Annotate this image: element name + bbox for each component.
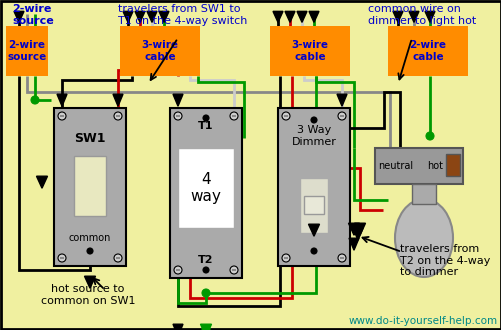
Text: travelers from
T2 on the 4-way
to dimmer: travelers from T2 on the 4-way to dimmer — [399, 244, 489, 277]
Polygon shape — [308, 224, 319, 236]
Polygon shape — [273, 11, 283, 22]
Polygon shape — [285, 11, 295, 22]
Circle shape — [201, 289, 209, 297]
Polygon shape — [173, 94, 183, 106]
Circle shape — [337, 112, 345, 120]
Polygon shape — [424, 11, 434, 22]
Text: neutral: neutral — [378, 161, 413, 171]
Circle shape — [229, 112, 237, 120]
Circle shape — [202, 267, 208, 273]
Ellipse shape — [394, 199, 452, 277]
Bar — [178, 148, 233, 228]
Bar — [116, 115, 120, 117]
Bar — [284, 257, 288, 259]
Circle shape — [282, 254, 290, 262]
Polygon shape — [352, 228, 362, 240]
Polygon shape — [135, 11, 145, 22]
Text: common wire on
dimmer to light hot: common wire on dimmer to light hot — [367, 4, 475, 26]
Polygon shape — [348, 223, 359, 235]
Bar — [176, 115, 180, 117]
Bar — [120, 26, 199, 76]
Circle shape — [282, 112, 290, 120]
Text: T1: T1 — [198, 121, 213, 131]
Text: common: common — [69, 233, 111, 243]
Text: hot: hot — [426, 161, 442, 171]
Circle shape — [114, 112, 122, 120]
Polygon shape — [123, 11, 133, 22]
Polygon shape — [392, 11, 402, 22]
Polygon shape — [200, 324, 211, 330]
Bar — [60, 115, 64, 117]
Text: T2: T2 — [198, 255, 213, 265]
Text: www.do-it-yourself-help.com: www.do-it-yourself-help.com — [348, 316, 497, 326]
Circle shape — [229, 266, 237, 274]
Bar — [411, 184, 435, 204]
Bar — [387, 26, 467, 76]
Text: travelers from SW1 to
T1 on the 4-way switch: travelers from SW1 to T1 on the 4-way sw… — [118, 4, 247, 26]
Polygon shape — [84, 276, 95, 288]
Polygon shape — [354, 223, 365, 235]
Polygon shape — [348, 238, 358, 250]
Circle shape — [174, 112, 182, 120]
Bar — [60, 257, 64, 259]
Polygon shape — [173, 324, 183, 330]
Text: SW1: SW1 — [74, 131, 106, 145]
Polygon shape — [336, 94, 346, 106]
Polygon shape — [309, 11, 318, 22]
Text: 2-wire
source: 2-wire source — [12, 4, 54, 26]
Circle shape — [58, 254, 66, 262]
Text: 2-wire
cable: 2-wire cable — [409, 40, 445, 62]
Bar — [445, 154, 459, 176]
Text: 3-wire
cable: 3-wire cable — [291, 40, 328, 62]
Circle shape — [201, 325, 209, 330]
Circle shape — [337, 254, 345, 262]
Polygon shape — [159, 11, 169, 22]
Polygon shape — [297, 11, 307, 22]
Bar — [339, 115, 343, 117]
Circle shape — [114, 254, 122, 262]
Polygon shape — [14, 11, 24, 22]
Bar — [231, 115, 235, 117]
Circle shape — [311, 248, 316, 254]
Bar — [74, 156, 106, 216]
Bar — [278, 108, 349, 266]
Bar — [170, 108, 241, 278]
Polygon shape — [113, 94, 123, 106]
Circle shape — [425, 132, 433, 140]
Circle shape — [58, 112, 66, 120]
Bar — [270, 26, 349, 76]
Circle shape — [202, 115, 208, 121]
Bar — [6, 26, 48, 76]
Circle shape — [311, 117, 316, 123]
Polygon shape — [408, 11, 418, 22]
Text: 3 Way
Dimmer: 3 Way Dimmer — [291, 125, 336, 147]
Text: 3-wire
cable: 3-wire cable — [141, 40, 178, 62]
Bar — [231, 269, 235, 271]
Bar — [54, 108, 126, 266]
Bar — [300, 178, 327, 233]
Bar — [374, 148, 462, 184]
Text: 2-wire
source: 2-wire source — [8, 40, 47, 62]
Bar — [339, 257, 343, 259]
Polygon shape — [147, 11, 157, 22]
Polygon shape — [37, 176, 48, 188]
Circle shape — [174, 266, 182, 274]
Circle shape — [31, 96, 39, 104]
Circle shape — [87, 248, 93, 254]
Text: 4
way: 4 way — [190, 172, 221, 204]
Text: hot source to
common on SW1: hot source to common on SW1 — [41, 284, 135, 306]
Bar — [304, 196, 323, 214]
Polygon shape — [57, 94, 67, 106]
Bar — [116, 257, 120, 259]
Bar — [284, 115, 288, 117]
Bar — [176, 269, 180, 271]
